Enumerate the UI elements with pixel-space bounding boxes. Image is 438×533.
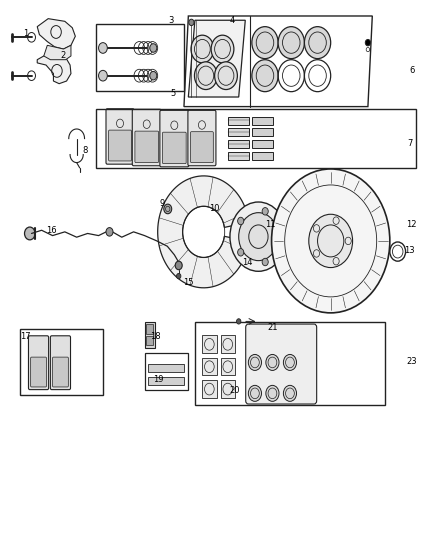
Bar (252, 117, 273, 125)
Circle shape (266, 385, 279, 401)
Polygon shape (188, 20, 245, 97)
Circle shape (238, 248, 244, 256)
Polygon shape (37, 53, 71, 84)
Text: 8: 8 (83, 146, 88, 155)
Text: 16: 16 (46, 226, 57, 235)
Text: 17: 17 (20, 333, 31, 341)
Circle shape (25, 227, 35, 240)
Circle shape (252, 27, 278, 59)
Text: 19: 19 (153, 375, 164, 384)
Circle shape (238, 217, 244, 225)
Circle shape (283, 385, 297, 401)
Bar (146, 324, 153, 334)
Circle shape (237, 319, 241, 324)
FancyBboxPatch shape (188, 110, 216, 166)
Bar (221, 380, 235, 398)
Bar (202, 335, 217, 353)
Bar (145, 353, 188, 390)
Text: 18: 18 (150, 333, 161, 341)
Bar (96, 24, 184, 91)
Bar (252, 128, 273, 136)
Circle shape (252, 60, 278, 92)
Circle shape (211, 35, 234, 63)
FancyBboxPatch shape (53, 357, 68, 387)
Bar (252, 140, 273, 148)
Circle shape (150, 44, 157, 52)
FancyBboxPatch shape (191, 132, 213, 163)
Circle shape (191, 35, 214, 63)
Circle shape (194, 62, 217, 90)
Circle shape (365, 39, 371, 46)
Circle shape (304, 27, 331, 59)
Bar (148, 377, 184, 385)
Bar (228, 117, 249, 125)
Text: 11: 11 (265, 221, 276, 229)
Text: 10: 10 (209, 205, 220, 213)
Circle shape (175, 261, 182, 270)
FancyBboxPatch shape (109, 130, 131, 161)
Bar (221, 358, 235, 375)
Text: 13: 13 (404, 246, 415, 255)
FancyBboxPatch shape (246, 324, 317, 404)
Bar (202, 358, 217, 375)
Text: 14: 14 (242, 258, 253, 266)
FancyBboxPatch shape (132, 109, 161, 166)
Text: 4: 4 (230, 16, 235, 25)
FancyBboxPatch shape (160, 110, 189, 167)
Bar (252, 152, 273, 160)
FancyBboxPatch shape (135, 131, 159, 163)
Text: 5: 5 (170, 89, 176, 98)
Bar (228, 140, 249, 148)
Polygon shape (158, 176, 249, 288)
Circle shape (248, 354, 261, 370)
Polygon shape (37, 19, 75, 49)
Bar (228, 128, 249, 136)
Text: 7: 7 (407, 140, 412, 148)
Circle shape (99, 43, 107, 53)
Text: 6: 6 (409, 66, 414, 75)
Circle shape (164, 204, 172, 214)
Text: 15: 15 (183, 278, 194, 287)
Circle shape (283, 354, 297, 370)
Circle shape (266, 354, 279, 370)
Text: 3: 3 (168, 16, 173, 25)
Bar (195, 322, 385, 405)
Circle shape (262, 207, 268, 215)
Circle shape (277, 233, 283, 240)
FancyBboxPatch shape (28, 336, 49, 390)
Circle shape (215, 62, 237, 90)
Text: 9: 9 (159, 199, 165, 208)
Polygon shape (44, 45, 71, 60)
Circle shape (262, 259, 268, 266)
Bar (20, 329, 103, 395)
Bar (96, 109, 416, 168)
Circle shape (272, 169, 390, 313)
FancyBboxPatch shape (31, 357, 46, 387)
Circle shape (177, 273, 181, 279)
Circle shape (189, 19, 194, 26)
FancyBboxPatch shape (106, 109, 134, 164)
Bar (202, 380, 217, 398)
Circle shape (99, 70, 107, 81)
Text: 1: 1 (23, 29, 28, 37)
Text: 21: 21 (268, 324, 278, 332)
Circle shape (150, 71, 157, 80)
Text: 23: 23 (406, 357, 417, 366)
Text: 20: 20 (229, 386, 240, 394)
Bar (221, 335, 235, 353)
Bar (145, 322, 155, 348)
Circle shape (278, 27, 304, 59)
Circle shape (309, 214, 353, 268)
Circle shape (239, 213, 278, 261)
Bar (228, 152, 249, 160)
FancyBboxPatch shape (162, 132, 186, 164)
Text: 12: 12 (406, 221, 417, 229)
Circle shape (106, 228, 113, 236)
FancyBboxPatch shape (50, 336, 71, 390)
Bar (148, 364, 184, 372)
Circle shape (230, 202, 287, 271)
Text: 2: 2 (61, 52, 66, 60)
Circle shape (248, 385, 261, 401)
Bar (146, 336, 153, 345)
